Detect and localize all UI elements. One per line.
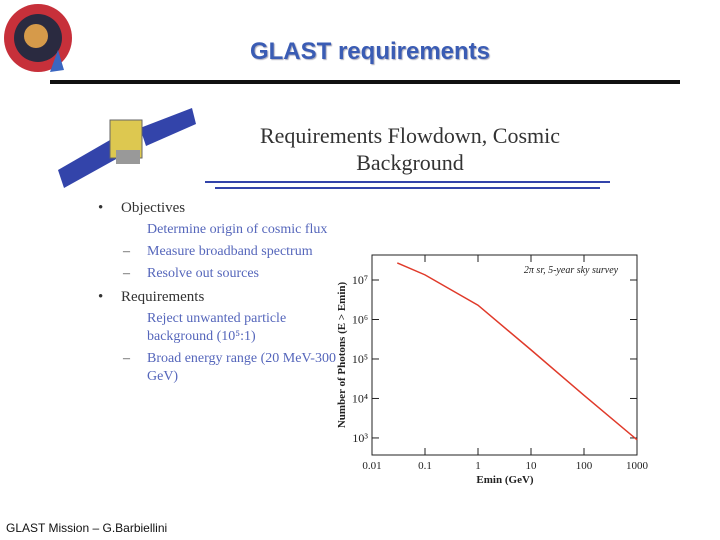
y-tick-label: 10³ <box>352 431 368 445</box>
sub-list: Reject unwanted particle background (10⁵… <box>121 310 336 386</box>
y-tick-label: 10⁴ <box>352 391 368 405</box>
y-tick-label: 10⁵ <box>352 352 368 366</box>
bullet-list: Objectives Determine origin of cosmic fl… <box>96 200 336 392</box>
logo <box>4 4 72 72</box>
data-line <box>396 262 638 441</box>
y-axis-label: Number of Photons (E > Emin) <box>336 282 348 429</box>
plot-frame <box>371 254 638 456</box>
y-tick-label: 10⁷ <box>352 273 368 287</box>
x-tick-label: 1 <box>475 460 481 472</box>
sub-bullet: Broad energy range (20 MeV-300 GeV) <box>121 350 337 386</box>
sub-bullet: Measure broadband spectrum <box>121 243 337 261</box>
figure-heading: Requirements Flowdown, Cosmic Background <box>259 123 561 175</box>
sub-list: Determine origin of cosmic flux Measure … <box>121 221 336 283</box>
x-tick-label: 10 <box>526 460 538 472</box>
sub-bullet: Resolve out sources <box>121 265 337 283</box>
bullet-text: Requirements <box>121 289 205 305</box>
x-tick-label: 1000 <box>626 460 649 472</box>
satellite <box>58 108 196 188</box>
bullet: Objectives Determine origin of cosmic fl… <box>96 200 336 283</box>
title-rule <box>50 80 680 84</box>
slide-title: GLAST requirements <box>249 38 491 65</box>
bullet-text: Objectives <box>121 200 186 216</box>
x-tick-label: 0.01 <box>362 460 381 472</box>
annotation: 2π sr, 5-year sky survey <box>524 265 619 276</box>
y-tick-label: 10⁶ <box>352 312 368 326</box>
x-axis-label: Emin (GeV) <box>476 474 533 486</box>
x-tick-label: 100 <box>576 460 593 472</box>
heading-rule <box>215 187 600 189</box>
sub-bullet: Determine origin of cosmic flux <box>147 222 328 237</box>
x-tick-label: 0.1 <box>418 460 432 472</box>
sub-bullet: Reject unwanted particle background (10⁵… <box>147 311 287 344</box>
heading-rule <box>205 181 610 183</box>
bullet: Requirements Reject unwanted particle ba… <box>96 289 336 386</box>
footer: GLAST Mission – G.Barbiellini <box>6 521 168 535</box>
